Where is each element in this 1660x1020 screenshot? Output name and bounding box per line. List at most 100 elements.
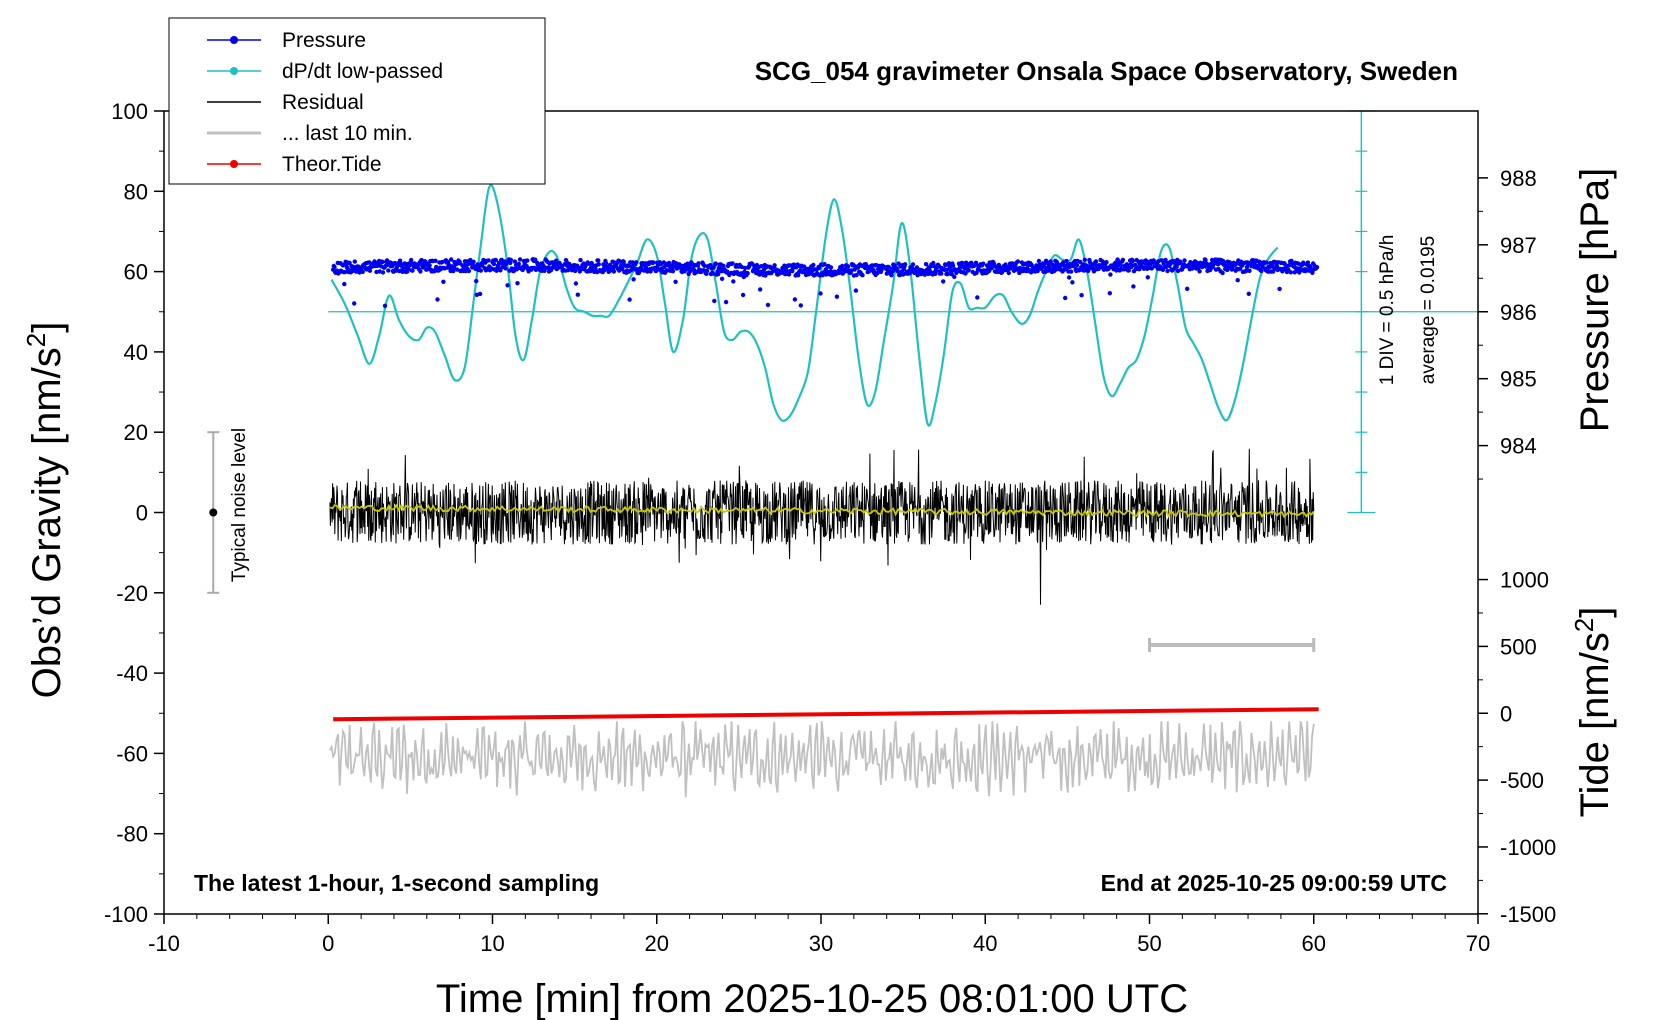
pressure-point (516, 261, 521, 267)
pressure-point (352, 259, 357, 264)
pressure-point (477, 291, 483, 297)
pressure-point (1220, 270, 1225, 276)
pressure-point (849, 268, 854, 273)
pressure-point (520, 267, 525, 273)
legend-swatch-marker (230, 67, 238, 75)
y-tick-label: -100 (104, 902, 148, 927)
pressure-point (393, 268, 399, 273)
pressure-point (886, 264, 891, 270)
pressure-point (889, 273, 894, 278)
pressure-point (1151, 258, 1156, 263)
legend-swatch-marker (230, 160, 238, 168)
axes-layer: -10 0 10 20 30 40 50 60 70100806040200-20-40-60-… (104, 99, 1556, 956)
pressure-point (603, 260, 609, 266)
pressure-point (792, 297, 798, 302)
pressure-point (1247, 268, 1252, 273)
pressure-point (380, 270, 386, 275)
pressure-point (372, 259, 377, 264)
pressure-point (491, 261, 497, 267)
pressure-point (853, 288, 859, 293)
pressure-point (723, 299, 729, 305)
pressure-point (1104, 260, 1109, 265)
pressure-point (670, 269, 676, 274)
pressure-point (573, 268, 578, 274)
pressure-point (910, 262, 916, 267)
pressure-point (1093, 259, 1099, 264)
dpdt-average-label: average = 0.0195 (1418, 236, 1439, 384)
pressure-point (944, 267, 950, 272)
tide-tick-label: 0 (1500, 701, 1512, 726)
y-tick-label: -20 (116, 581, 148, 606)
pressure-point (725, 269, 730, 274)
pressure-point (708, 263, 713, 268)
footer-left: The latest 1-hour, 1-second sampling (194, 870, 599, 896)
pressure-point (457, 260, 462, 265)
legend-label: Theor.Tide (282, 153, 382, 176)
pressure-point (478, 268, 483, 273)
pressure-point (673, 279, 678, 284)
legend-label: Pressure (282, 29, 366, 52)
y-tick-label: 20 (124, 420, 148, 445)
y-tick-label: 100 (111, 99, 148, 124)
noise-level-center (209, 508, 218, 517)
pressure-point (1235, 278, 1240, 283)
pressure-point (619, 263, 624, 268)
pressure-point (713, 261, 718, 266)
x-tick-label: 10 (480, 931, 504, 956)
footer-right: End at 2025-10-25 09:00:59 UTC (1101, 870, 1447, 896)
x-tick-label: 60 (1302, 931, 1326, 956)
pressure-point (939, 271, 944, 276)
pressure-point (758, 287, 763, 292)
pressure-point (950, 263, 956, 268)
pressure-point (1055, 261, 1060, 266)
pressure-point (1129, 264, 1134, 270)
pressure-point (996, 262, 1002, 268)
pressure-point (772, 263, 777, 268)
pressure-point (1036, 258, 1042, 264)
y-tick-label: 80 (124, 179, 148, 204)
pressure-point (386, 268, 391, 273)
legend-box (168, 17, 546, 185)
y-tick-label: 60 (124, 260, 148, 285)
pressure-point (721, 263, 726, 268)
pressure-point (503, 266, 508, 271)
pressure-point (1079, 293, 1084, 298)
pressure-point (1185, 286, 1190, 291)
pressure-point (875, 270, 880, 276)
pressure-point (1074, 263, 1080, 268)
pressure-point (860, 273, 865, 278)
pressure-point (441, 279, 446, 284)
chart-title: SCG_054 gravimeter Onsala Space Observat… (755, 56, 1458, 86)
x-tick-label: 70 (1466, 931, 1490, 956)
pressure-tick-label: 986 (1500, 300, 1537, 325)
pressure-point (508, 257, 514, 263)
pressure-point (755, 268, 760, 273)
pressure-point (1085, 268, 1091, 274)
pressure-point (466, 268, 472, 274)
pressure-point (817, 265, 822, 271)
pressure-point (902, 262, 908, 267)
pressure-point (704, 268, 710, 274)
pressure-tick-label: 985 (1500, 367, 1537, 392)
pressure-point (1230, 266, 1235, 272)
y-tick-label: 40 (124, 340, 148, 365)
pressure-point (342, 269, 348, 275)
y-axis-label-pressure: Pressure [hPa] (1573, 168, 1617, 433)
pressure-point (745, 271, 750, 276)
legend-label: ... last 10 min. (282, 122, 413, 145)
pressure-point (471, 259, 476, 264)
pressure-point (973, 260, 979, 265)
pressure-point (739, 264, 744, 270)
tide-tick-label: -500 (1500, 768, 1544, 793)
pressure-point (1006, 270, 1011, 276)
pressure-point (377, 269, 382, 274)
pressure-point (1015, 259, 1021, 264)
x-tick-label: 40 (973, 931, 997, 956)
pressure-point (340, 263, 346, 268)
pressure-point (620, 266, 625, 272)
dpdt-scale-label: 1 DIV = 0.5 hPa/h (1377, 235, 1398, 386)
pressure-point (454, 267, 460, 272)
pressure-point (617, 259, 622, 264)
pressure-tick-label: 984 (1500, 434, 1537, 459)
pressure-point (1078, 259, 1083, 265)
